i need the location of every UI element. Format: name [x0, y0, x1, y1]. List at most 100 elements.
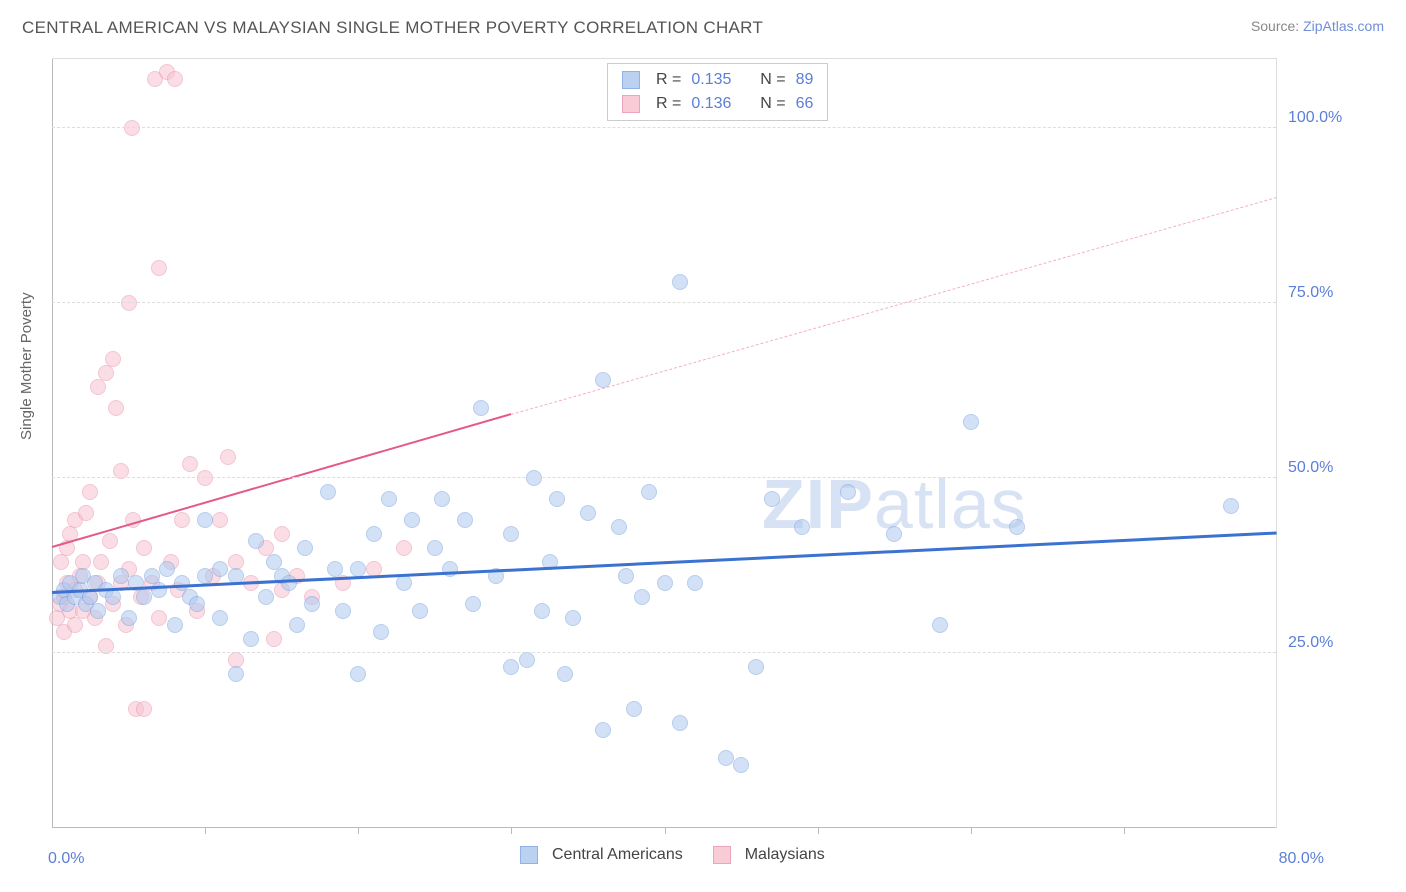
scatter-point [327, 561, 343, 577]
scatter-point [534, 603, 550, 619]
scatter-point [503, 659, 519, 675]
scatter-point [189, 596, 205, 612]
swatch-series-a [622, 71, 640, 89]
scatter-point [794, 519, 810, 535]
scatter-point [266, 631, 282, 647]
scatter-point [121, 295, 137, 311]
scatter-point [151, 582, 167, 598]
gridline [52, 652, 1276, 653]
scatter-point [687, 575, 703, 591]
scatter-point [105, 589, 121, 605]
scatter-point [304, 596, 320, 612]
scatter-point [840, 484, 856, 500]
chart-title: CENTRAL AMERICAN VS MALAYSIAN SINGLE MOT… [22, 18, 763, 38]
scatter-point [320, 484, 336, 500]
y-tick-label: 25.0% [1288, 634, 1333, 652]
scatter-point [151, 610, 167, 626]
scatter-point [151, 260, 167, 276]
scatter-point [113, 568, 129, 584]
scatter-point [580, 505, 596, 521]
scatter-point [281, 575, 297, 591]
scatter-point [519, 652, 535, 668]
x-tick [358, 828, 359, 834]
scatter-point [243, 631, 259, 647]
source-attribution: Source: ZipAtlas.com [1251, 18, 1384, 34]
scatter-point [733, 757, 749, 773]
scatter-point [102, 533, 118, 549]
scatter-point [136, 701, 152, 717]
stats-legend-box: R = 0.135 N = 89 R = 0.136 N = 66 [607, 63, 828, 121]
scatter-point [53, 554, 69, 570]
scatter-point [764, 491, 780, 507]
scatter-point [274, 526, 290, 542]
x-axis-min-label: 0.0% [48, 850, 84, 868]
scatter-point [220, 449, 236, 465]
scatter-point [212, 512, 228, 528]
scatter-point [634, 589, 650, 605]
scatter-point [886, 526, 902, 542]
scatter-point [258, 589, 274, 605]
scatter-point [121, 610, 137, 626]
scatter-point [197, 512, 213, 528]
scatter-point [748, 659, 764, 675]
scatter-point [182, 456, 198, 472]
scatter-point [404, 512, 420, 528]
scatter-point [565, 610, 581, 626]
scatter-point [212, 561, 228, 577]
gridline [52, 302, 1276, 303]
y-axis-title: Single Mother Poverty [18, 292, 35, 440]
scatter-point [124, 120, 140, 136]
swatch-series-b-icon [713, 846, 731, 864]
scatter-point [335, 603, 351, 619]
bottom-legend: Central Americans Malaysians [520, 846, 825, 864]
scatter-point [67, 617, 83, 633]
scatter-point [932, 617, 948, 633]
scatter-plot [52, 59, 1276, 828]
scatter-point [350, 561, 366, 577]
x-tick [665, 828, 666, 834]
scatter-point [197, 470, 213, 486]
y-tick-label: 75.0% [1288, 284, 1333, 302]
scatter-point [473, 400, 489, 416]
scatter-point [1009, 519, 1025, 535]
source-link[interactable]: ZipAtlas.com [1303, 18, 1384, 34]
scatter-point [672, 715, 688, 731]
x-tick [205, 828, 206, 834]
stats-row-a: R = 0.135 N = 89 [622, 68, 813, 92]
scatter-point [350, 666, 366, 682]
scatter-point [526, 470, 542, 486]
scatter-point [90, 379, 106, 395]
scatter-point [718, 750, 734, 766]
x-tick [971, 828, 972, 834]
scatter-point [297, 540, 313, 556]
legend-item-b: Malaysians [713, 846, 825, 864]
swatch-series-a-icon [520, 846, 538, 864]
scatter-point [93, 554, 109, 570]
scatter-point [396, 540, 412, 556]
gridline [52, 477, 1276, 478]
x-tick [1124, 828, 1125, 834]
chart-header: CENTRAL AMERICAN VS MALAYSIAN SINGLE MOT… [0, 0, 1406, 38]
scatter-point [963, 414, 979, 430]
scatter-point [228, 666, 244, 682]
scatter-point [457, 512, 473, 528]
scatter-point [549, 491, 565, 507]
scatter-point [427, 540, 443, 556]
scatter-point [212, 610, 228, 626]
scatter-point [174, 512, 190, 528]
scatter-point [167, 71, 183, 87]
scatter-point [78, 505, 94, 521]
trend-line [511, 197, 1277, 415]
scatter-point [595, 722, 611, 738]
scatter-point [611, 519, 627, 535]
scatter-point [396, 575, 412, 591]
scatter-point [136, 589, 152, 605]
scatter-point [105, 351, 121, 367]
scatter-point [248, 533, 264, 549]
scatter-point [412, 603, 428, 619]
scatter-point [381, 491, 397, 507]
gridline [52, 127, 1276, 128]
legend-item-a: Central Americans [520, 846, 683, 864]
x-tick [818, 828, 819, 834]
scatter-point [136, 540, 152, 556]
